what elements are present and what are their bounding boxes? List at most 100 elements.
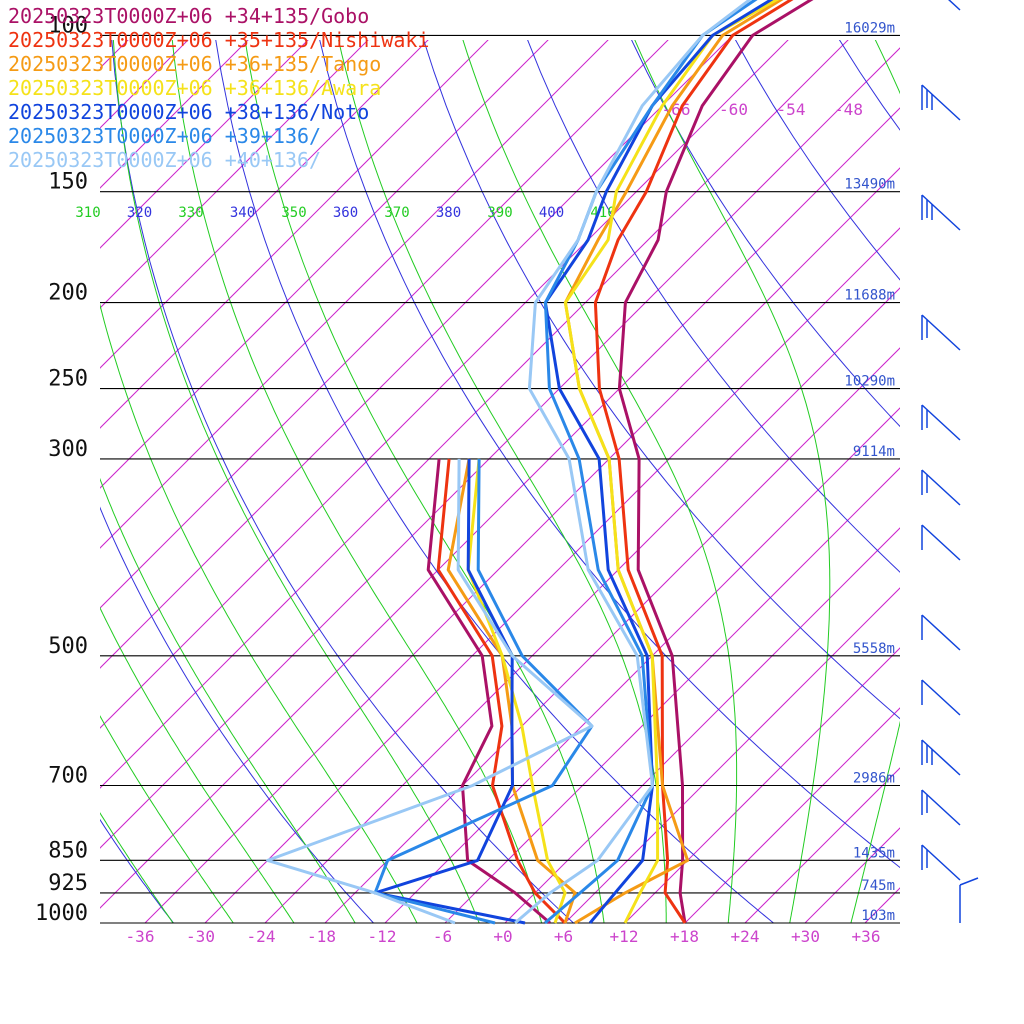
wind-barb bbox=[921, 739, 961, 776]
wind-barb bbox=[921, 524, 961, 561]
isotherm-line bbox=[100, 40, 669, 609]
legend-entry: 20250323T0000Z+06 +39+136/ bbox=[8, 124, 321, 148]
temperature-tick-label: +24 bbox=[731, 927, 760, 946]
temperature-tick-label: -30 bbox=[186, 927, 215, 946]
isotherm-line bbox=[100, 40, 609, 549]
isotherm-line bbox=[100, 47, 900, 849]
moist-adiabat-line bbox=[112, 40, 480, 923]
dry-adiabat-line bbox=[319, 40, 900, 869]
pressure-tick-label: 850 bbox=[48, 838, 88, 863]
isotherm-line bbox=[100, 40, 549, 489]
sounding-series bbox=[266, 0, 814, 925]
dry-adiabat-line bbox=[950, 0, 1024, 942]
moist-adiabat-line bbox=[100, 303, 418, 923]
moist-adiabat-line bbox=[462, 40, 738, 923]
wind-barb bbox=[921, 314, 961, 351]
isotherm-line bbox=[100, 40, 849, 789]
theta-label: 360 bbox=[333, 205, 358, 221]
moist-adiabat-line bbox=[634, 40, 831, 923]
temperature-profile-line bbox=[617, 0, 814, 924]
dry-adiabat-line bbox=[631, 40, 900, 428]
dry-adiabat-line bbox=[215, 40, 775, 923]
isotherm-line bbox=[100, 40, 489, 429]
wind-barb bbox=[921, 404, 961, 441]
moist-adiabat-line bbox=[100, 812, 174, 923]
upper-isotherm-label: -54 bbox=[777, 100, 806, 119]
dewpoint-profile-line bbox=[436, 458, 567, 925]
isotherm-line bbox=[100, 40, 789, 729]
theta-label: 340 bbox=[230, 205, 255, 221]
pressure-tick-label: 1000 bbox=[35, 901, 88, 926]
height-label: 16029m bbox=[844, 20, 895, 36]
wind-barb bbox=[921, 679, 961, 716]
isobar-lines bbox=[100, 34, 900, 924]
legend-entry: 20250323T0000Z+06 +34+135/Gobo bbox=[8, 4, 369, 28]
temperature-tick-label: +0 bbox=[493, 927, 512, 946]
wind-barb bbox=[921, 469, 961, 506]
isotherm-line bbox=[324, 347, 900, 923]
theta-label: 390 bbox=[487, 205, 512, 221]
temperature-profile-line bbox=[543, 0, 758, 925]
isotherm-lines bbox=[100, 0, 1024, 923]
pressure-tick-label: 200 bbox=[48, 281, 88, 306]
isotherm-line bbox=[384, 407, 900, 923]
theta-label: 350 bbox=[281, 205, 306, 221]
pressure-tick-label: 300 bbox=[48, 437, 88, 462]
pressure-tick-label: 100 bbox=[48, 13, 88, 38]
pressure-tick-label: 250 bbox=[48, 367, 88, 392]
moist-adiabat-line bbox=[850, 40, 900, 923]
surface-wind-barb bbox=[959, 877, 979, 886]
height-label: 103m bbox=[861, 908, 895, 924]
wind-barb bbox=[921, 789, 961, 826]
temperature-tick-label: -36 bbox=[126, 927, 155, 946]
dewpoint-profile-line bbox=[426, 458, 551, 925]
temperature-profile-line bbox=[563, 0, 780, 924]
temperature-profile-line bbox=[593, 0, 794, 924]
dry-adiabat-line bbox=[100, 818, 175, 923]
dewpoint-profile-line bbox=[373, 458, 526, 925]
isotherm-line bbox=[100, 107, 900, 909]
wind-barb bbox=[921, 194, 961, 231]
isotherm-line bbox=[624, 647, 900, 923]
legend: 20250323T0000Z+06 +34+135/Gobo 20250323T0… bbox=[8, 4, 429, 172]
theta-label: 330 bbox=[178, 205, 203, 221]
temperature-profile-line bbox=[514, 0, 752, 925]
temperature-tick-label: +18 bbox=[670, 927, 699, 946]
isotherm-line bbox=[100, 40, 369, 309]
dry-adiabat-line bbox=[734, 40, 900, 281]
dewpoint-profile-line bbox=[373, 458, 594, 925]
temperature-tick-label: +12 bbox=[610, 927, 639, 946]
isotherm-line bbox=[100, 40, 429, 369]
pressure-tick-label: 925 bbox=[48, 871, 88, 896]
theta-label: 370 bbox=[384, 205, 409, 221]
height-label: 5558m bbox=[853, 641, 895, 657]
dewpoint-profile-line bbox=[266, 458, 594, 925]
moist-adiabat-line bbox=[100, 606, 295, 923]
height-label: 13490m bbox=[844, 177, 895, 193]
pressure-tick-label: 150 bbox=[48, 170, 88, 195]
isotherm-line bbox=[100, 40, 189, 129]
dry-adiabat-lines bbox=[100, 0, 1024, 942]
isotherm-line bbox=[100, 40, 309, 249]
isotherm-line bbox=[804, 827, 900, 923]
temperature-profile-line bbox=[543, 0, 774, 924]
theta-label: 320 bbox=[127, 205, 152, 221]
legend-entry: 20250323T0000Z+06 +40+136/ bbox=[8, 148, 321, 172]
temperature-tick-label: -18 bbox=[307, 927, 336, 946]
wind-barb bbox=[921, 84, 961, 121]
legend-entry: 20250323T0000Z+06 +38+136/Noto bbox=[8, 100, 369, 124]
pressure-tick-label: 700 bbox=[48, 764, 88, 789]
wind-barb bbox=[921, 844, 961, 881]
temperature-tick-label: -12 bbox=[368, 927, 397, 946]
temperature-tick-label: +30 bbox=[791, 927, 820, 946]
dry-adiabat-line bbox=[527, 40, 900, 573]
temperature-tick-label: -6 bbox=[433, 927, 452, 946]
legend-entry: 20250323T0000Z+06 +36+136/Awara bbox=[8, 76, 381, 100]
height-label: 745m bbox=[861, 878, 895, 894]
isotherm-line bbox=[985, 0, 1024, 923]
axis-labels: 100 16029m 150 13490m 200 11688m 250 10290m 300 9… bbox=[35, 13, 895, 946]
isotherm-line bbox=[564, 587, 900, 923]
upper-isotherm-label: -48 bbox=[834, 100, 863, 119]
legend-entry: 20250323T0000Z+06 +36+135/Tango bbox=[8, 52, 381, 76]
